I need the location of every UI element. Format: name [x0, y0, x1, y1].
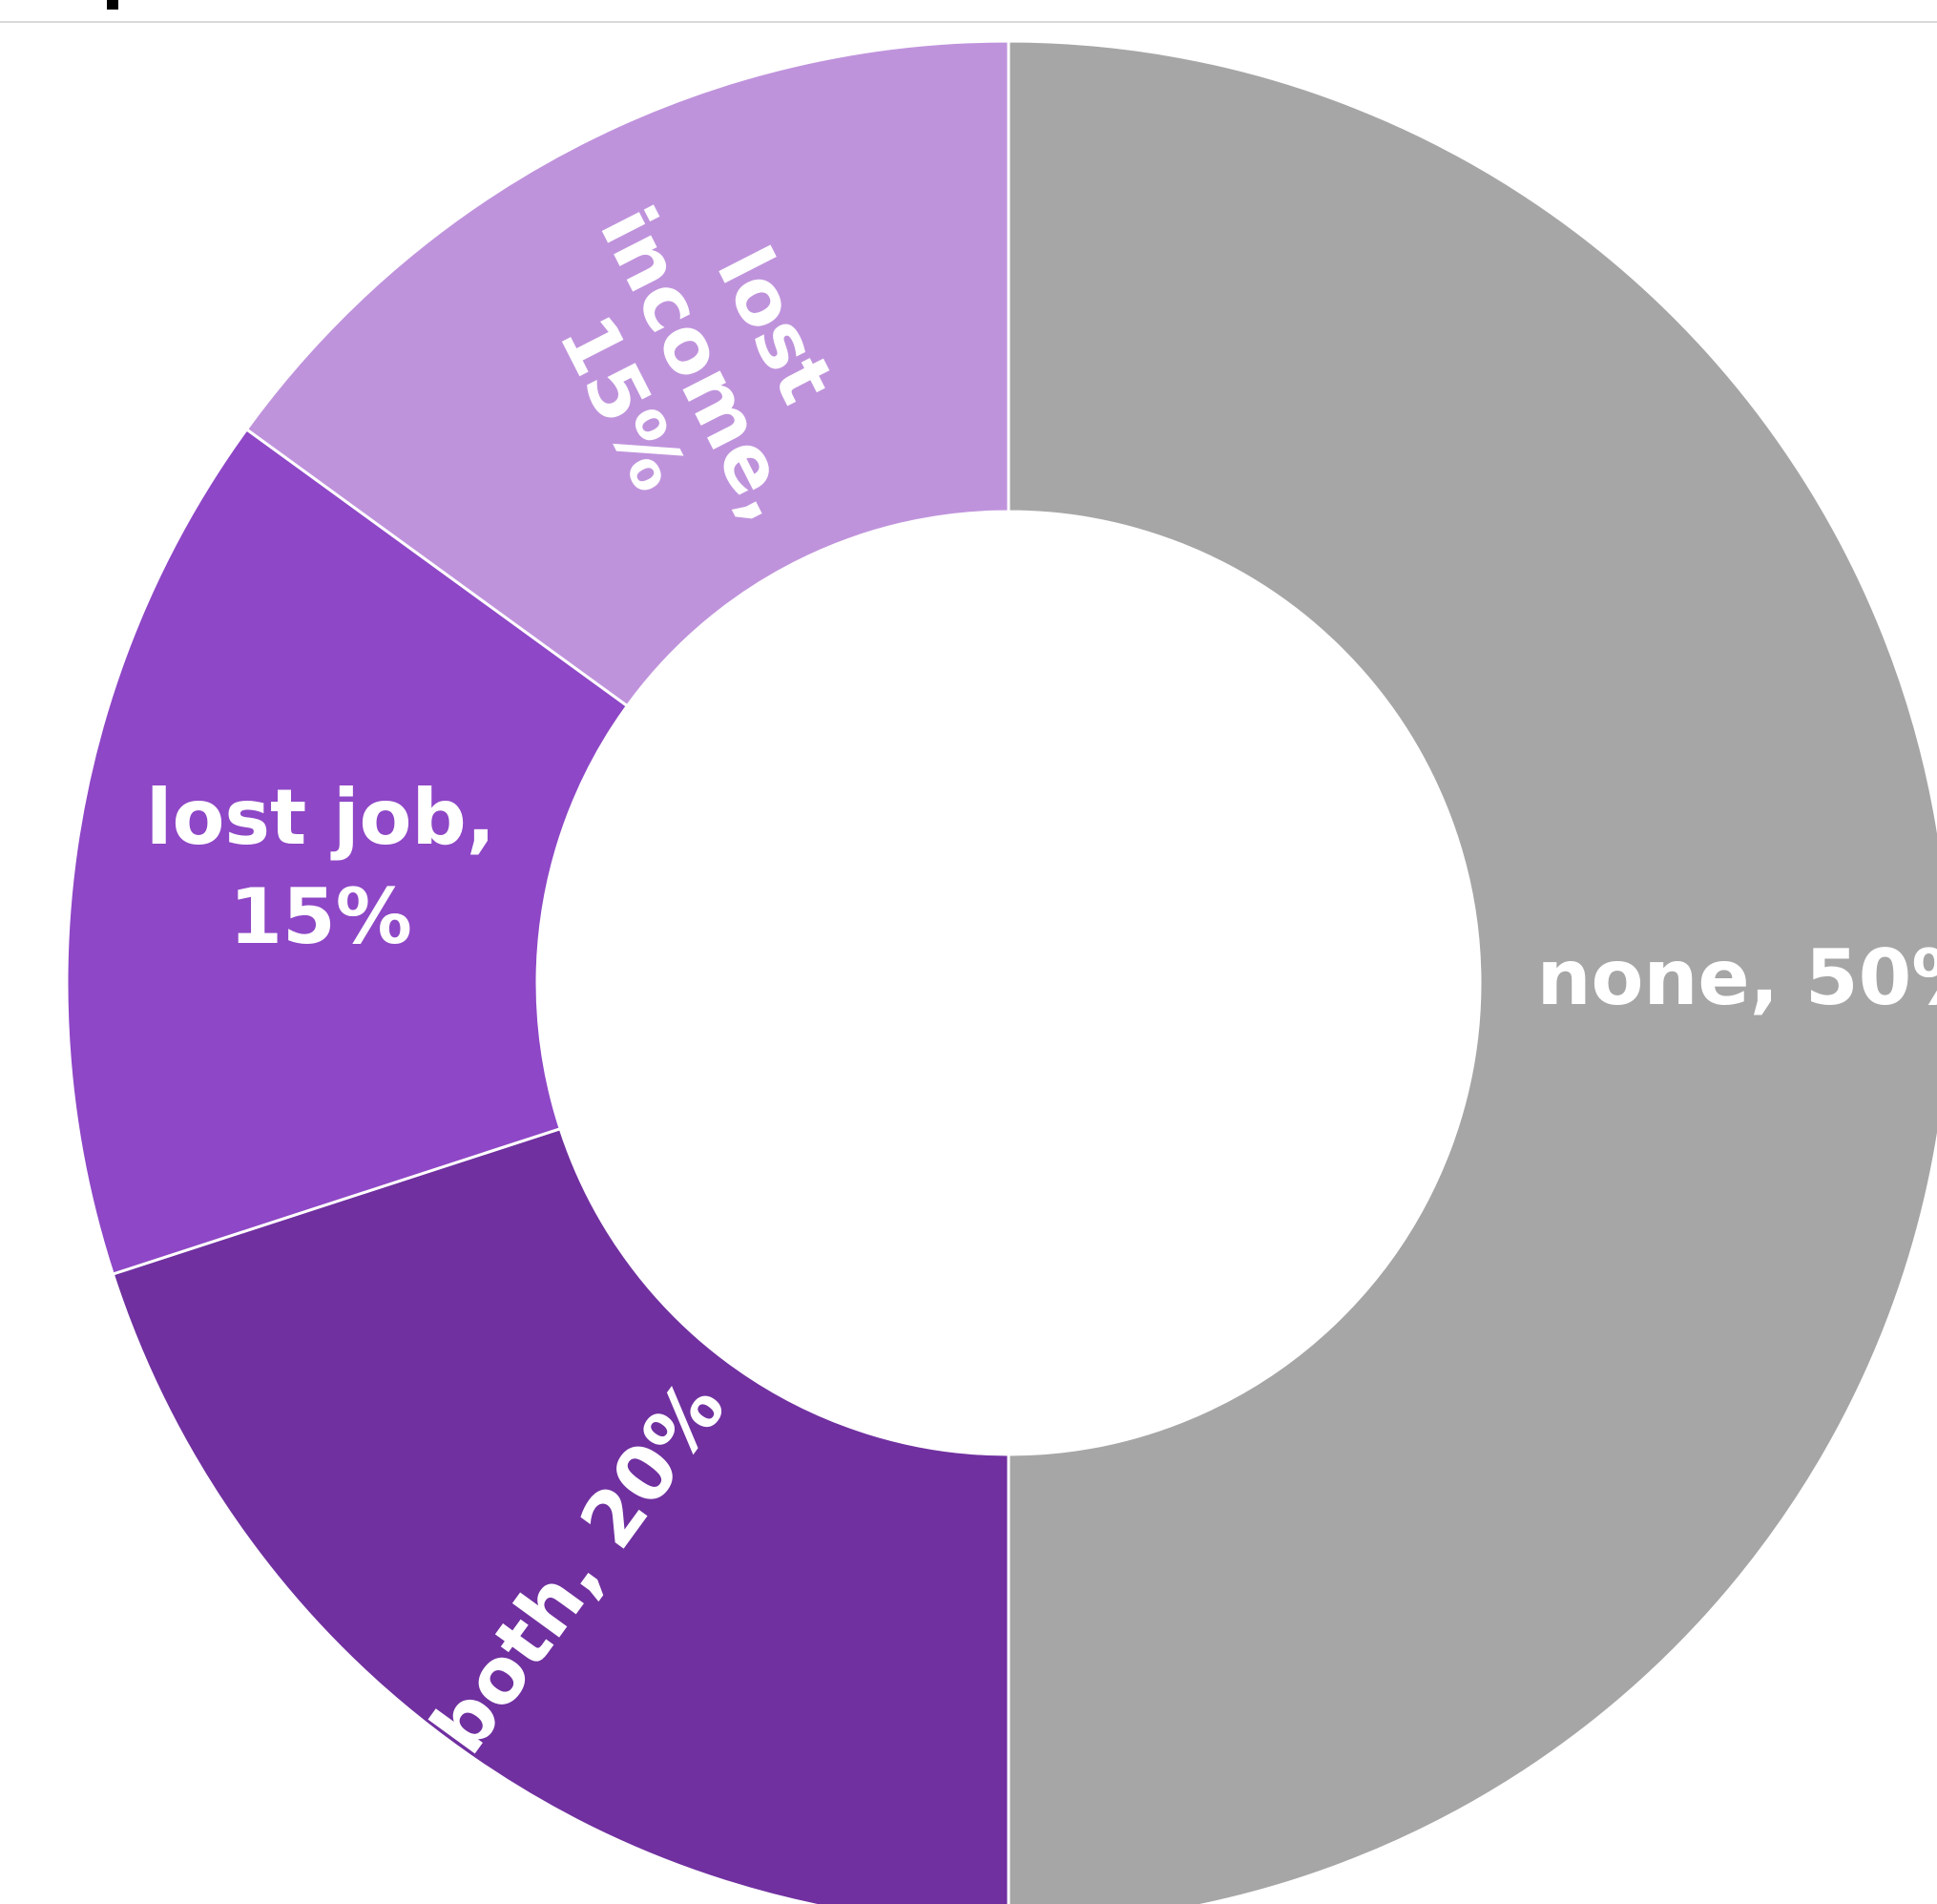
slice-lost-income [244, 39, 1010, 708]
slice-both [111, 1126, 1010, 1904]
data-label-lost-job: lost job, 15% [146, 773, 495, 961]
top-divider [0, 21, 1937, 23]
slice-lost-job [65, 427, 630, 1276]
data-label-none: none, 50% [1537, 933, 1937, 1022]
title-fragment [107, 0, 118, 10]
slices-layer [65, 39, 1937, 1904]
slice-none [1007, 39, 1937, 1904]
